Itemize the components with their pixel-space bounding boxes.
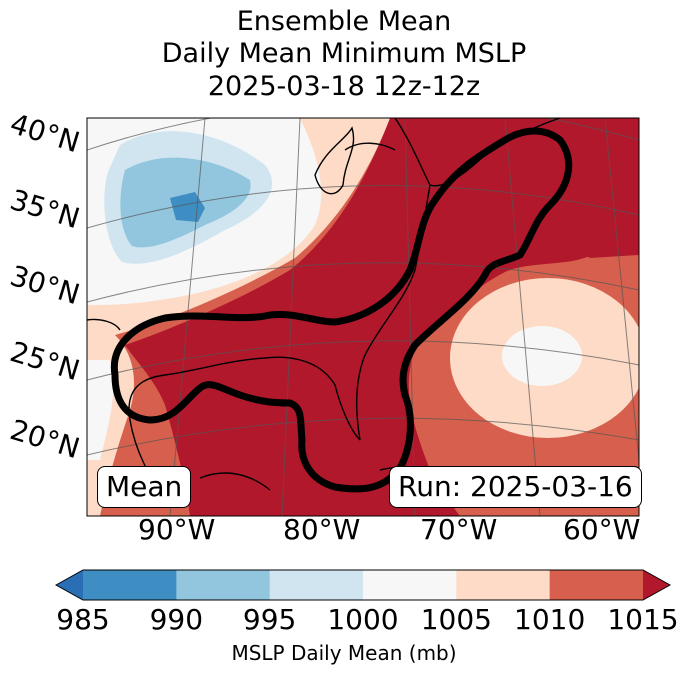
contour-1015 bbox=[110, 127, 573, 493]
colorbar-tick-985: 985 bbox=[56, 603, 110, 636]
colorbar-segment-1010 bbox=[549, 570, 644, 600]
colorbar-tick-1000: 1000 bbox=[327, 603, 399, 636]
lon-label-80w: 80°W bbox=[283, 513, 361, 546]
colorbar-segment-985 bbox=[83, 570, 177, 600]
colorbar-tick-995: 995 bbox=[242, 603, 297, 636]
colorbar-tick-1015: 1015 bbox=[607, 603, 679, 636]
title-line-2: Daily Mean Minimum MSLP bbox=[161, 38, 527, 69]
colorbar-extend-high bbox=[643, 570, 670, 600]
mean-label-box: Mean bbox=[97, 466, 192, 508]
title-line-3: 2025-03-18 12z-12z bbox=[207, 71, 481, 102]
gridlines bbox=[87, 118, 639, 516]
colorbar-segment-1000 bbox=[363, 570, 457, 600]
colorbar-segment-995 bbox=[269, 570, 364, 600]
colorbar-tick-1005: 1005 bbox=[420, 603, 492, 636]
colorbar-segment-1005 bbox=[456, 570, 551, 600]
colorbar-tick-990: 990 bbox=[149, 603, 204, 636]
field-atlantic-white bbox=[502, 326, 582, 386]
lon-label-60w: 60°W bbox=[563, 513, 641, 546]
colorbar-outline bbox=[54, 569, 672, 601]
colorbar-segment-990 bbox=[176, 570, 271, 600]
lon-label-90w: 90°W bbox=[138, 513, 216, 546]
lon-label-70w: 70°W bbox=[420, 513, 498, 546]
colorbar-tick-1010: 1010 bbox=[514, 603, 586, 636]
field-1010-1015 bbox=[125, 118, 639, 516]
map-frame bbox=[86, 117, 640, 517]
colorbar-label: MSLP Daily Mean (mb) bbox=[231, 641, 457, 665]
colorbar-extend-low bbox=[56, 570, 83, 600]
title-line-1: Ensemble Mean bbox=[236, 6, 452, 37]
run-date-box: Run: 2025-03-16 bbox=[389, 466, 642, 508]
